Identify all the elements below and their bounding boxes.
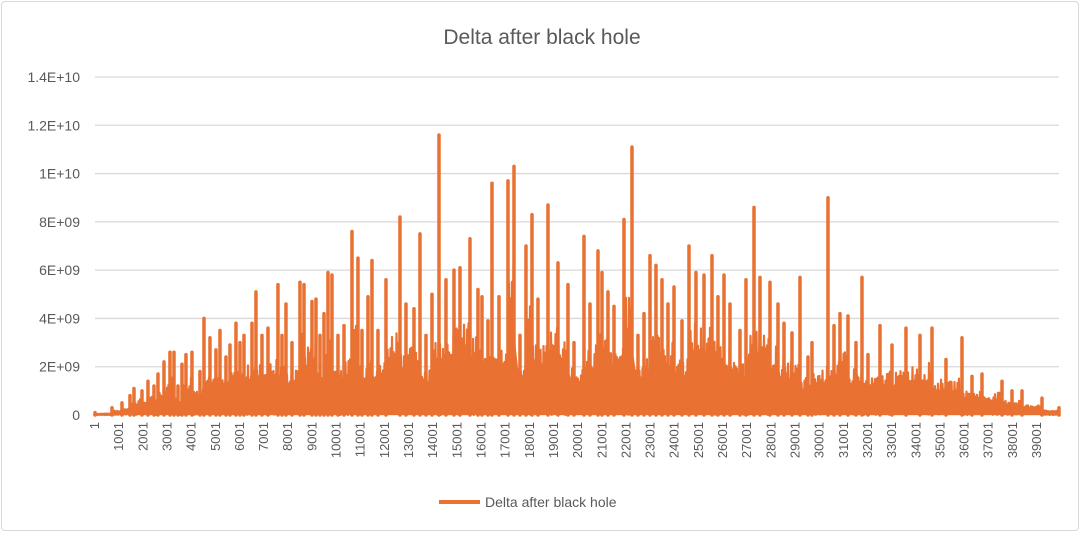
y-tick-label: 1E+10 <box>39 166 80 182</box>
x-tick-label: 11001 <box>353 422 368 457</box>
y-tick-label: 1.4E+10 <box>27 69 80 85</box>
x-tick-label: 25001 <box>691 422 706 458</box>
chart-title: Delta after black hole <box>443 26 640 49</box>
x-tick-label: 14001 <box>425 422 440 458</box>
x-tick-label: 2001 <box>135 422 150 451</box>
x-tick-label: 21001 <box>594 422 609 458</box>
x-tick-label: 7001 <box>256 422 271 451</box>
x-tick-label: 8001 <box>280 422 295 451</box>
x-tick-label: 36001 <box>957 422 972 458</box>
x-tick-label: 13001 <box>401 422 416 458</box>
x-tick-label: 22001 <box>618 422 633 458</box>
x-tick-label: 1001 <box>111 422 126 451</box>
x-tick-label: 34001 <box>908 422 923 458</box>
x-tick-label: 17001 <box>498 422 513 458</box>
x-tick-label: 1 <box>87 422 102 429</box>
x-axis-tick-labels: 1 1001 2001 3001 4001 5001 6001 7001 8001 9001 100… <box>87 422 1044 458</box>
x-tick-label: 16001 <box>473 422 488 458</box>
x-tick-label: 23001 <box>643 422 658 458</box>
y-tick-label: 6E+09 <box>39 262 80 278</box>
x-tick-label: 19001 <box>546 422 561 458</box>
x-tick-label: 5001 <box>208 422 223 451</box>
x-tick-label: 12001 <box>377 422 392 458</box>
series-delta-after-black-hole <box>93 133 1061 417</box>
x-tick-label: 20001 <box>570 422 585 458</box>
y-tick-label: 8E+09 <box>39 214 80 230</box>
y-tick-label: 1.2E+10 <box>27 117 80 133</box>
y-tick-label: 2E+09 <box>39 359 80 375</box>
x-tick-label: 15001 <box>449 422 464 458</box>
x-tick-label: 33001 <box>884 422 899 458</box>
x-tick-label: 38001 <box>1005 422 1020 458</box>
x-tick-label: 6001 <box>232 422 247 451</box>
x-tick-label: 3001 <box>159 422 174 451</box>
x-tick-label: 31001 <box>836 422 851 458</box>
y-tick-label: 0 <box>72 407 80 423</box>
y-axis-tick-labels: 0 2E+09 4E+09 6E+09 8E+09 1E+10 1.2E+10 1.4E+10 <box>27 69 80 423</box>
x-tick-label: 32001 <box>860 422 875 458</box>
x-tick-label: 18001 <box>522 422 537 458</box>
series-fill <box>95 331 1059 415</box>
x-tick-label: 9001 <box>304 422 319 451</box>
x-tick-label: 37001 <box>981 422 996 458</box>
legend: Delta after black hole <box>439 494 617 510</box>
y-tick-label: 4E+09 <box>39 310 80 326</box>
x-tick-label: 29001 <box>787 422 802 458</box>
x-tick-label: 4001 <box>184 422 199 451</box>
x-tick-label: 24001 <box>667 422 682 458</box>
x-tick-label: 39001 <box>1029 422 1044 458</box>
x-tick-label: 10001 <box>329 422 344 458</box>
legend-label: Delta after black hole <box>485 494 617 510</box>
x-tick-label: 35001 <box>932 422 947 458</box>
x-tick-label: 28001 <box>763 422 778 458</box>
x-tick-label: 27001 <box>739 422 754 458</box>
x-tick-label: 30001 <box>812 422 827 458</box>
x-tick-label: 26001 <box>715 422 730 458</box>
